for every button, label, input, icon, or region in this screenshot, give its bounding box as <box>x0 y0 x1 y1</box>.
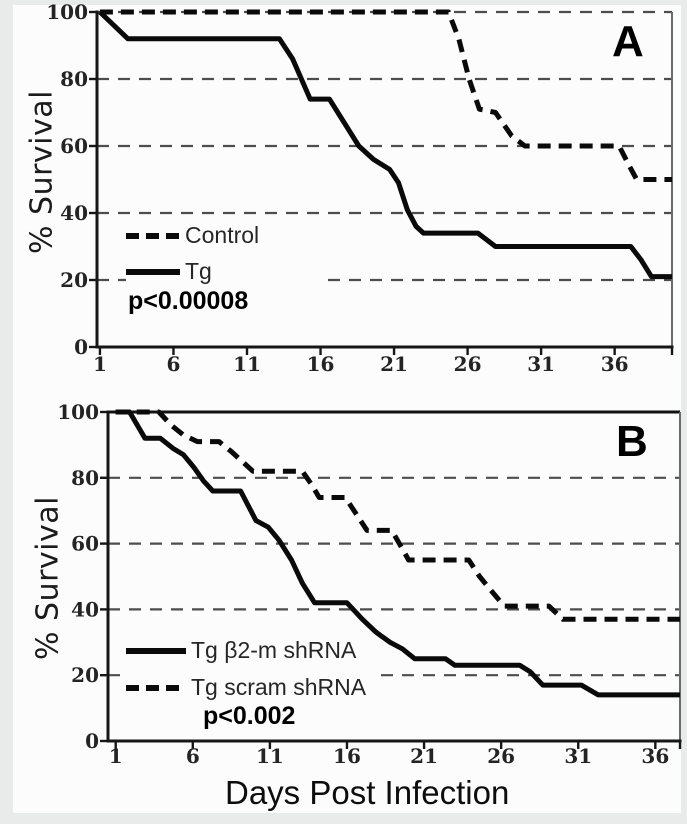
x-tick-label: 36 <box>601 352 629 376</box>
solid-line-swatch-icon <box>126 647 186 654</box>
x-tick-label: 16 <box>333 744 361 768</box>
series-line-tg-scram-shrna <box>115 409 680 622</box>
legend-panel-a: Control Tg <box>126 219 322 285</box>
x-tick-label: 11 <box>256 744 284 768</box>
x-tick-label: 1 <box>109 744 123 768</box>
p-value-panel-b: p<0.002 <box>203 702 296 731</box>
y-tick-label: 100 <box>57 400 99 424</box>
series-line-tg <box>98 10 672 280</box>
y-tick-label: 60 <box>60 134 88 158</box>
x-tick-label: 21 <box>410 744 438 768</box>
legend-item-tg: Tg <box>126 258 322 285</box>
legend-panel-b: Tg β2-m shRNA Tg scram shRNA <box>126 634 372 701</box>
legend-item-tg-b2m-shrna: Tg β2-m shRNA <box>126 637 372 664</box>
y-tick-label: 40 <box>71 597 99 621</box>
x-tick-label: 16 <box>307 352 335 376</box>
legend-label-tg: Tg <box>185 258 212 284</box>
dashed-line-swatch-icon <box>126 684 186 691</box>
x-tick-label: 21 <box>380 352 408 376</box>
panel-label-b: B <box>616 417 648 466</box>
y-tick-label: 0 <box>74 335 88 359</box>
y-axis-title-panel-b: % Survival <box>30 496 66 660</box>
x-tick-label: 6 <box>186 744 200 768</box>
y-tick-label: 100 <box>46 0 88 24</box>
legend-label-tg-scram-shrna: Tg scram shRNA <box>191 674 367 700</box>
y-tick-label: 20 <box>60 268 88 292</box>
y-axis-title-panel-a: % Survival <box>24 90 60 254</box>
x-tick-label: 31 <box>564 744 592 768</box>
series-line-tg-2-m-shrna <box>115 409 680 698</box>
x-tick-label: 36 <box>641 744 669 768</box>
y-tick-label: 0 <box>85 729 99 753</box>
legend-item-control: Control <box>126 222 322 249</box>
solid-line-swatch-icon <box>126 268 180 275</box>
legend-label-control: Control <box>185 222 260 248</box>
x-tick-label: 31 <box>527 352 555 376</box>
panel-label-a: A <box>612 17 644 66</box>
p-value-panel-a: p<0.00008 <box>128 287 249 316</box>
y-tick-label: 80 <box>71 466 99 490</box>
y-tick-label: 40 <box>60 201 88 225</box>
y-tick-label: 60 <box>71 532 99 556</box>
y-tick-label: 80 <box>60 67 88 91</box>
x-tick-label: 1 <box>93 352 107 376</box>
legend-label-tg-b2m-shrna: Tg β2-m shRNA <box>191 637 357 663</box>
x-tick-label: 6 <box>167 352 181 376</box>
legend-item-tg-scram-shrna: Tg scram shRNA <box>126 674 372 701</box>
y-tick-label: 20 <box>71 663 99 687</box>
dashed-line-swatch-icon <box>126 232 180 239</box>
x-tick-label: 26 <box>487 744 515 768</box>
x-axis-title: Days Post Infection <box>225 774 510 811</box>
series-line-control <box>99 9 672 182</box>
x-tick-label: 26 <box>454 352 482 376</box>
x-tick-label: 11 <box>233 352 261 376</box>
